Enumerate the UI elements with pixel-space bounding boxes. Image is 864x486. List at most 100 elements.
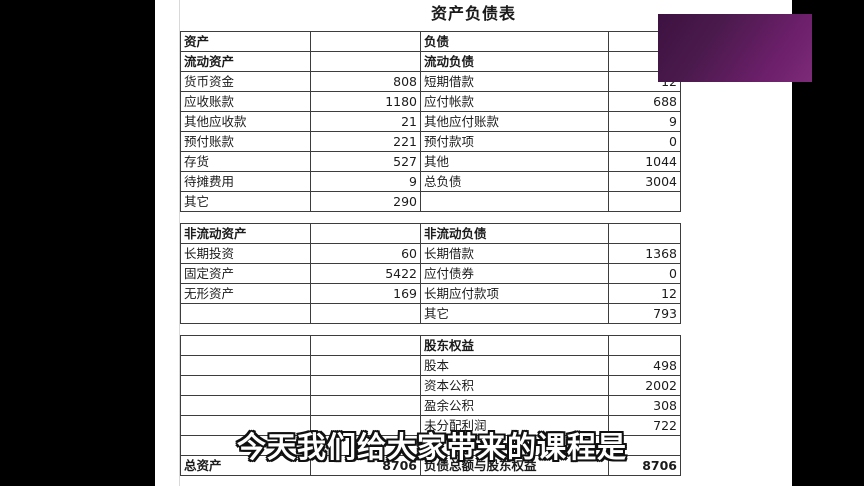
cell-liability-label[interactable]: 长期应付款项 [420, 283, 609, 304]
cell-liability-label[interactable]: 股本 [420, 355, 609, 376]
cell-liability-label[interactable]: 流动负债 [420, 51, 609, 72]
spacer-cell [181, 324, 311, 336]
cell-asset-label[interactable] [180, 355, 311, 376]
cell-liability-label[interactable]: 股东权益 [420, 335, 609, 356]
spacer-cell [421, 324, 609, 336]
cell-asset-label[interactable]: 资产 [180, 31, 311, 52]
cell-liability-value[interactable]: 1368 [608, 243, 681, 264]
cell-asset-value[interactable]: 527 [310, 151, 421, 172]
table-row[interactable]: 应收账款 1180 应付帐款 688 [180, 91, 681, 112]
table-row[interactable]: 存货 527 其他 1044 [180, 151, 681, 172]
cell-asset-label[interactable]: 应收账款 [180, 91, 311, 112]
cell-liability-value[interactable]: 2002 [608, 375, 681, 396]
table-row[interactable]: 其它 290 [180, 191, 681, 212]
table-row[interactable]: 资产 负债 [180, 31, 681, 52]
cell-asset-value[interactable]: 221 [310, 131, 421, 152]
cell-asset-label[interactable]: 流动资产 [180, 51, 311, 72]
table-row[interactable]: 资本公积 2002 [180, 375, 681, 396]
cell-asset-value[interactable] [310, 335, 421, 356]
cell-asset-label[interactable]: 预付账款 [180, 131, 311, 152]
table-row[interactable]: 其它 793 [180, 303, 681, 324]
cell-asset-value[interactable]: 169 [310, 283, 421, 304]
spacer-cell [311, 324, 421, 336]
cell-asset-value[interactable]: 1180 [310, 91, 421, 112]
cell-asset-value[interactable]: 21 [310, 111, 421, 132]
table-row[interactable]: 预付账款 221 预付款项 0 [180, 131, 681, 152]
cell-liability-label[interactable]: 盈余公积 [420, 395, 609, 416]
spacer-cell [421, 212, 609, 224]
cell-liability-label[interactable]: 其它 [420, 303, 609, 324]
cell-asset-value[interactable]: 290 [310, 191, 421, 212]
cell-asset-label[interactable]: 货币资金 [180, 71, 311, 92]
table-row[interactable]: 股东权益 [180, 335, 681, 356]
cell-asset-label[interactable] [180, 375, 311, 396]
cell-liability-label[interactable]: 负债 [420, 31, 609, 52]
cell-asset-label[interactable]: 存货 [180, 151, 311, 172]
cell-asset-value[interactable] [310, 375, 421, 396]
cell-asset-value[interactable] [310, 395, 421, 416]
cell-liability-label[interactable]: 非流动负债 [420, 223, 609, 244]
table-row[interactable]: 盈余公积 308 [180, 395, 681, 416]
cell-liability-label[interactable]: 负债总额与股东权益 [420, 455, 609, 476]
table-row[interactable]: 流动资产 流动负债 [180, 51, 681, 72]
cell-liability-value[interactable] [608, 191, 681, 212]
cell-liability-value[interactable] [608, 335, 681, 356]
table-row[interactable]: 货币资金808短期借款12 [180, 71, 681, 92]
cell-asset-value[interactable] [310, 51, 421, 72]
cell-liability-value[interactable]: 8706 [608, 455, 681, 476]
cell-asset-value[interactable]: 9 [310, 171, 421, 192]
table-row[interactable]: 无形资产 169 长期应付款项 12 [180, 283, 681, 304]
cell-asset-label[interactable]: 无形资产 [180, 283, 311, 304]
table-row[interactable]: 待摊费用 9 总负债 3004 [180, 171, 681, 192]
subtitle-caption: 今天我们给大家带来的课程是 [236, 429, 627, 465]
cell-asset-label[interactable] [180, 395, 311, 416]
cell-liability-value[interactable]: 308 [608, 395, 681, 416]
cell-asset-label[interactable] [180, 335, 311, 356]
cell-liability-value[interactable]: 498 [608, 355, 681, 376]
table-row[interactable]: 总资产 8706 负债总额与股东权益 8706 [180, 455, 681, 476]
table-row[interactable]: 非流动资产 非流动负债 [180, 223, 681, 244]
cell-liability-label[interactable] [420, 191, 609, 212]
cell-liability-label[interactable]: 长期借款 [420, 243, 609, 264]
cell-asset-label[interactable] [180, 303, 311, 324]
cell-asset-label[interactable]: 总资产 [180, 455, 311, 476]
cell-asset-value[interactable] [310, 31, 421, 52]
cell-asset-label[interactable]: 待摊费用 [180, 171, 311, 192]
table-row[interactable] [180, 435, 681, 456]
cell-liability-label[interactable]: 其他应付账款 [420, 111, 609, 132]
cell-liability-value[interactable]: 3004 [608, 171, 681, 192]
cell-liability-label[interactable]: 其他 [420, 151, 609, 172]
cell-asset-label[interactable]: 其他应收款 [180, 111, 311, 132]
cell-liability-label[interactable]: 预付款项 [420, 131, 609, 152]
cell-asset-value[interactable]: 60 [310, 243, 421, 264]
cell-asset-label[interactable]: 固定资产 [180, 263, 311, 284]
cell-asset-value[interactable]: 5422 [310, 263, 421, 284]
cell-asset-value[interactable] [310, 303, 421, 324]
spacer-cell [609, 324, 681, 336]
cell-liability-label[interactable]: 资本公积 [420, 375, 609, 396]
cell-liability-value[interactable]: 0 [608, 263, 681, 284]
table-row[interactable]: 其他应收款 21 其他应付账款 9 [180, 111, 681, 132]
cell-liability-value[interactable]: 0 [608, 131, 681, 152]
table-row[interactable]: 固定资产 5422 应付债券 0 [180, 263, 681, 284]
cell-asset-value[interactable]: 808 [310, 71, 421, 92]
cell-liability-value[interactable]: 12 [608, 283, 681, 304]
cell-asset-value[interactable]: 8706 [310, 455, 421, 476]
cell-asset-value[interactable] [310, 223, 421, 244]
table-row[interactable]: 长期投资 60 长期借款 1368 [180, 243, 681, 264]
cell-asset-label[interactable]: 其它 [180, 191, 311, 212]
cell-liability-value[interactable]: 793 [608, 303, 681, 324]
cell-liability-label[interactable]: 短期借款 [420, 71, 609, 92]
cell-liability-value[interactable] [608, 223, 681, 244]
cell-liability-label[interactable]: 总负债 [420, 171, 609, 192]
cell-asset-label[interactable]: 非流动资产 [180, 223, 311, 244]
cell-liability-label[interactable]: 应付债券 [420, 263, 609, 284]
cell-asset-label[interactable]: 长期投资 [180, 243, 311, 264]
cell-asset-value[interactable] [310, 355, 421, 376]
cell-liability-value[interactable]: 1044 [608, 151, 681, 172]
table-row[interactable]: 股本 498 [180, 355, 681, 376]
cell-liability-label[interactable]: 应付帐款 [420, 91, 609, 112]
cell-liability-value[interactable]: 688 [608, 91, 681, 112]
cell-liability-value[interactable]: 9 [608, 111, 681, 132]
